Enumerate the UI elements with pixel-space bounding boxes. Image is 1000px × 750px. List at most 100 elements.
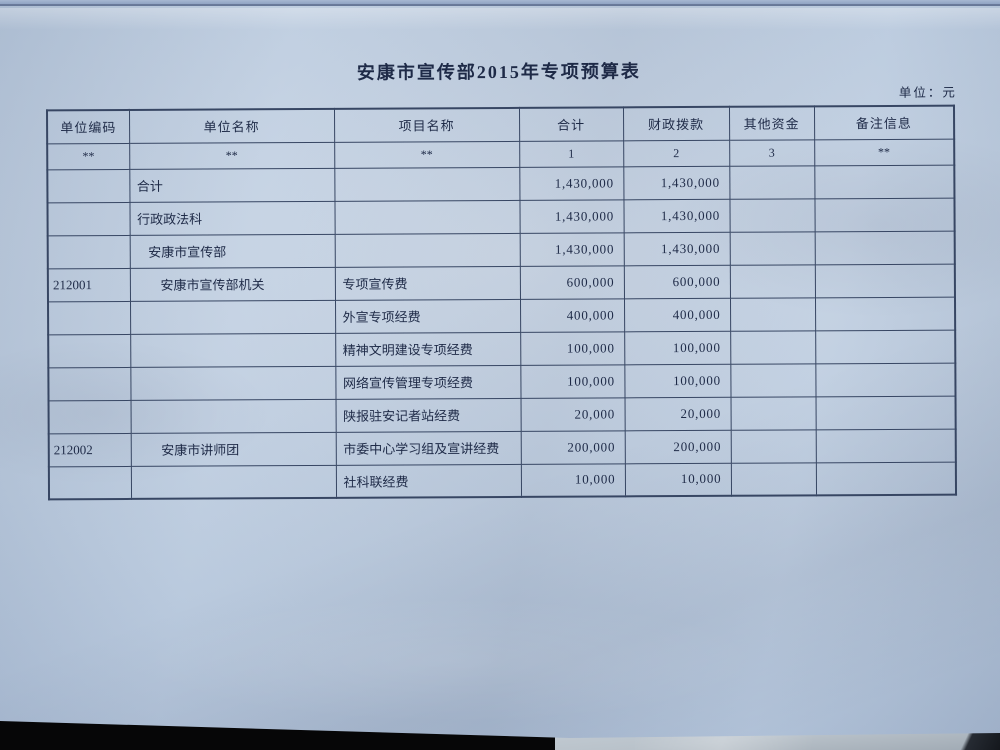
table-row: 212001 安康市宣传部机关 专项宣传费 600,000 600,000 bbox=[47, 263, 955, 302]
unit-code-cell bbox=[48, 300, 131, 335]
unit-note: 单位：元 bbox=[898, 85, 957, 100]
unit-code-cell: 212001 bbox=[47, 267, 130, 302]
column-header-1: 单位名称 bbox=[128, 108, 335, 143]
unit-name-cell: 行政政法科 bbox=[129, 200, 335, 235]
remark-cell bbox=[815, 428, 956, 463]
remark-cell bbox=[814, 164, 955, 199]
remark-cell bbox=[815, 362, 956, 397]
project-name-cell: 网络宣传管理专项经费 bbox=[335, 364, 521, 399]
unit-name-cell bbox=[130, 464, 337, 499]
fiscal-appropriation-cell: 10,000 bbox=[624, 462, 732, 497]
unit-name-cell: 安康市宣传部 bbox=[129, 233, 335, 268]
column-header-0: 单位编码 bbox=[47, 109, 130, 144]
other-funds-cell bbox=[729, 198, 815, 232]
table-row: 陕报驻安记者站经费 20,000 20,000 bbox=[48, 395, 956, 434]
column-subheader-2: ** bbox=[334, 140, 520, 168]
fiscal-appropriation-cell: 100,000 bbox=[624, 330, 731, 365]
table-row: 212002 安康市讲师团 市委中心学习组及宣讲经费 200,000 200,000 bbox=[48, 428, 956, 467]
column-header-3: 合计 bbox=[518, 107, 624, 141]
table-row: 外宣专项经费 400,000 400,000 bbox=[48, 296, 956, 335]
document-title: 安康市宣传部2015年专项预算表 bbox=[356, 61, 641, 83]
column-header-2: 项目名称 bbox=[333, 107, 520, 142]
table-header-row: 单位编码 单位名称 项目名称 合计 财政拨款 其他资金 备注信息 bbox=[47, 105, 955, 144]
fiscal-appropriation-cell: 1,430,000 bbox=[623, 198, 730, 233]
fiscal-appropriation-cell: 20,000 bbox=[624, 396, 731, 431]
project-name-cell bbox=[334, 232, 520, 267]
fiscal-appropriation-cell: 1,430,000 bbox=[623, 231, 730, 266]
remark-cell bbox=[814, 197, 955, 232]
column-subheader-6: ** bbox=[814, 138, 955, 166]
total-amount-cell: 1,430,000 bbox=[519, 166, 624, 200]
project-name-cell: 陕报驻安记者站经费 bbox=[335, 397, 521, 432]
unit-name-cell bbox=[130, 365, 336, 400]
project-name-cell bbox=[334, 166, 520, 201]
column-subheader-3: 1 bbox=[519, 140, 624, 167]
column-subheader-4: 2 bbox=[623, 139, 730, 167]
total-amount-cell: 400,000 bbox=[519, 298, 625, 332]
table-row: 网络宣传管理专项经费 100,000 100,000 bbox=[48, 362, 956, 401]
remark-cell bbox=[815, 329, 956, 364]
unit-code-cell bbox=[48, 399, 131, 434]
other-funds-cell bbox=[730, 462, 817, 496]
total-amount-cell: 100,000 bbox=[520, 331, 625, 365]
unit-code-cell bbox=[48, 333, 131, 368]
total-amount-cell: 1,430,000 bbox=[519, 199, 624, 233]
table-row: 行政政法科 1,430,000 1,430,000 bbox=[47, 197, 955, 236]
unit-name-cell: 安康市讲师团 bbox=[130, 431, 336, 466]
remark-cell bbox=[815, 461, 957, 496]
total-amount-cell: 1,430,000 bbox=[519, 232, 624, 266]
fiscal-appropriation-cell: 400,000 bbox=[623, 297, 731, 332]
unit-code-cell: 212002 bbox=[48, 432, 131, 467]
unit-name-cell: 安康市宣传部机关 bbox=[129, 266, 335, 301]
fiscal-appropriation-cell: 200,000 bbox=[624, 429, 731, 464]
table-row: 合计 1,430,000 1,430,000 bbox=[47, 164, 955, 203]
fiscal-appropriation-cell: 1,430,000 bbox=[623, 165, 730, 200]
column-header-6: 备注信息 bbox=[813, 105, 955, 140]
unit-code-cell bbox=[47, 201, 130, 236]
table-row: 精神文明建设专项经费 100,000 100,000 bbox=[48, 329, 956, 368]
project-name-cell: 市委中心学习组及宣讲经费 bbox=[335, 430, 521, 465]
unit-name-cell bbox=[130, 332, 336, 367]
other-funds-cell bbox=[729, 165, 815, 199]
unit-code-cell bbox=[48, 465, 132, 500]
column-subheader-5: 3 bbox=[729, 139, 815, 166]
other-funds-cell bbox=[729, 231, 815, 265]
unit-name-cell bbox=[130, 398, 336, 433]
column-header-4: 财政拨款 bbox=[622, 106, 730, 141]
remark-cell bbox=[814, 296, 956, 331]
remark-cell bbox=[814, 263, 955, 298]
unit-code-cell bbox=[48, 366, 131, 401]
unit-name-cell: 合计 bbox=[129, 167, 335, 202]
total-amount-cell: 10,000 bbox=[520, 463, 626, 497]
total-amount-cell: 600,000 bbox=[519, 265, 624, 299]
unit-code-cell bbox=[47, 234, 130, 269]
other-funds-cell bbox=[730, 429, 816, 463]
table-row: 安康市宣传部 1,430,000 1,430,000 bbox=[47, 230, 955, 269]
paper-top-fold-edge bbox=[0, 0, 1000, 30]
other-funds-cell bbox=[730, 330, 816, 364]
project-name-cell: 精神文明建设专项经费 bbox=[335, 331, 521, 366]
other-funds-cell bbox=[730, 396, 816, 430]
column-subheader-0: ** bbox=[47, 142, 130, 170]
unit-name-cell bbox=[129, 299, 336, 334]
total-amount-cell: 200,000 bbox=[520, 430, 625, 464]
fiscal-appropriation-cell: 600,000 bbox=[623, 264, 730, 299]
other-funds-cell bbox=[729, 297, 816, 331]
remark-cell bbox=[814, 230, 955, 265]
project-name-cell: 社科联经费 bbox=[335, 463, 522, 498]
fiscal-appropriation-cell: 100,000 bbox=[624, 363, 731, 398]
column-subheader-1: ** bbox=[129, 141, 335, 169]
project-name-cell: 外宣专项经费 bbox=[334, 298, 521, 333]
total-amount-cell: 100,000 bbox=[520, 364, 625, 398]
remark-cell bbox=[815, 395, 956, 430]
other-funds-cell bbox=[730, 363, 816, 397]
total-amount-cell: 20,000 bbox=[520, 397, 625, 431]
column-header-5: 其他资金 bbox=[728, 106, 815, 140]
unit-code-cell bbox=[47, 168, 130, 203]
table-row: 社科联经费 10,000 10,000 bbox=[48, 461, 957, 500]
project-name-cell bbox=[334, 199, 520, 234]
other-funds-cell bbox=[729, 264, 815, 298]
